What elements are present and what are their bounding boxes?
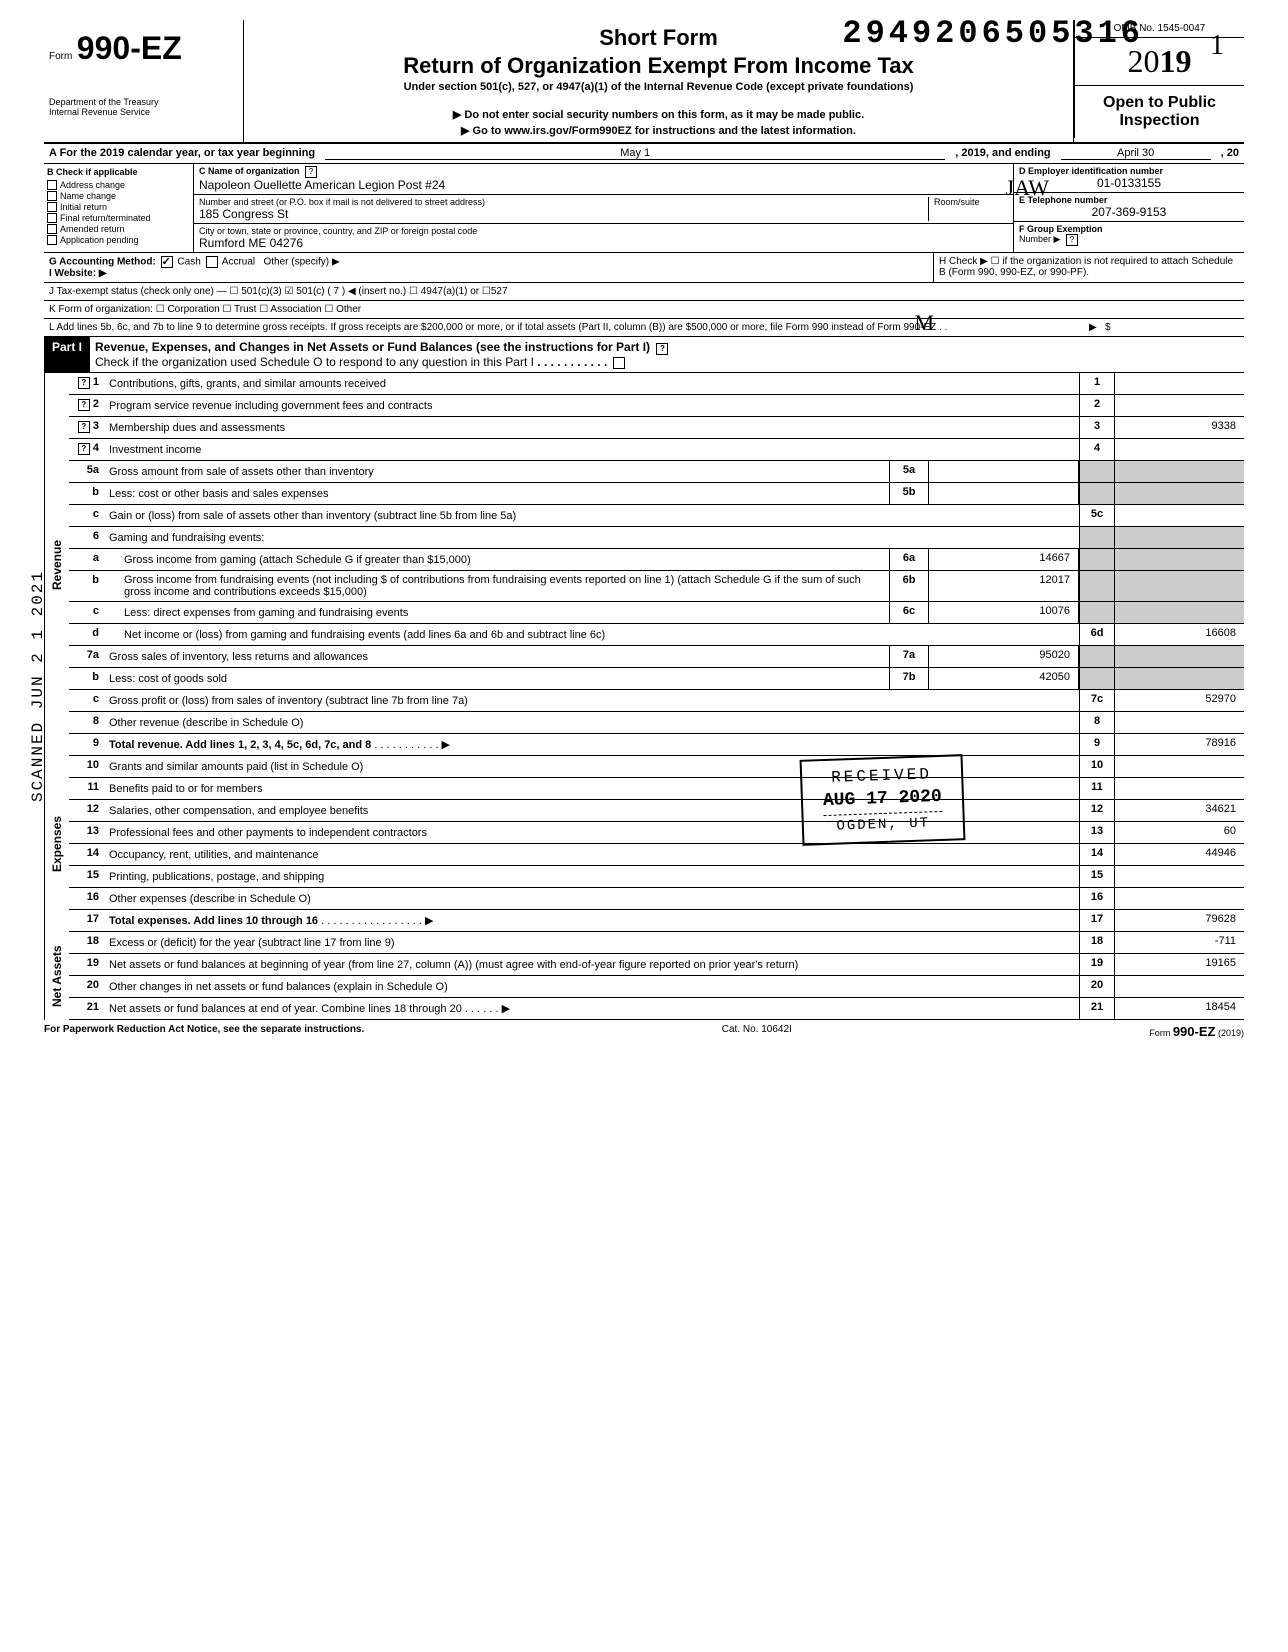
row-h: H Check ▶ ☐ if the organization is not r… [934, 253, 1244, 282]
expenses-section: Expenses 10Grants and similar amounts pa… [44, 756, 1244, 932]
chk-cash[interactable] [161, 256, 173, 268]
line-21-val: 18454 [1114, 998, 1244, 1019]
help-icon[interactable]: ? [305, 166, 317, 178]
chk-app-pending[interactable] [47, 235, 57, 245]
line-11-val [1114, 778, 1244, 799]
line-16-val [1114, 888, 1244, 909]
line-13-val: 60 [1114, 822, 1244, 843]
line-9-val: 78916 [1114, 734, 1244, 755]
return-title: Return of Organization Exempt From Incom… [254, 53, 1063, 79]
revenue-section: Revenue ? 1Contributions, gifts, grants,… [44, 373, 1244, 756]
irs-link: Go to www.irs.gov/Form990EZ for instruct… [254, 124, 1063, 137]
line-18-val: -711 [1114, 932, 1244, 953]
page-footer: For Paperwork Reduction Act Notice, see … [44, 1020, 1244, 1043]
street-address: 185 Congress St [199, 207, 928, 221]
line-5a-val [929, 461, 1079, 482]
org-name: Napoleon Ouellette American Legion Post … [199, 178, 1008, 192]
line-10-val [1114, 756, 1244, 777]
row-k: K Form of organization: ☐ Corporation ☐ … [44, 301, 1244, 319]
line-7a-val: 95020 [929, 646, 1079, 667]
ssn-warning: Do not enter social security numbers on … [254, 108, 1063, 121]
net-assets-label: Net Assets [44, 932, 69, 1020]
chk-name-change[interactable] [47, 191, 57, 201]
section-bcd: B Check if applicable Address change Nam… [44, 164, 1244, 253]
line-6d-val: 16608 [1114, 624, 1244, 645]
open-public: Open to Public Inspection [1074, 85, 1244, 138]
page-number: 1 [1210, 30, 1224, 62]
row-g-h: G Accounting Method: Cash Accrual Other … [44, 253, 1244, 283]
form-prefix: Form [49, 51, 72, 62]
initial-mark: JAW [1006, 175, 1049, 201]
initial-mark-2: M [914, 310, 934, 336]
line-6a-val: 14667 [929, 549, 1079, 570]
form-number: 990-EZ [77, 30, 182, 66]
chk-address-change[interactable] [47, 180, 57, 190]
ein: 01-0133155 [1019, 176, 1239, 190]
row-l: L Add lines 5b, 6c, and 7b to line 9 to … [44, 319, 1244, 337]
chk-final-return[interactable] [47, 213, 57, 223]
line-4-val [1114, 439, 1244, 460]
line-2-val [1114, 395, 1244, 416]
line-6c-val: 10076 [929, 602, 1079, 623]
row-a-tax-year: A For the 2019 calendar year, or tax yea… [44, 144, 1244, 164]
row-j: J Tax-exempt status (check only one) — ☐… [44, 283, 1244, 301]
chk-accrual[interactable] [206, 256, 218, 268]
received-stamp: RECEIVED AUG 17 2020 OGDEN, UT [800, 754, 966, 846]
line-7c-val: 52970 [1114, 690, 1244, 711]
line-15-val [1114, 866, 1244, 887]
line-14-val: 44946 [1114, 844, 1244, 865]
city-state-zip: Rumford ME 04276 [199, 236, 1008, 250]
subtitle: Under section 501(c), 527, or 4947(a)(1)… [254, 81, 1063, 93]
line-6b-val: 12017 [929, 571, 1079, 601]
stamp-number: 2949206505316 [842, 15, 1144, 52]
line-19-val: 19165 [1114, 954, 1244, 975]
line-3-val: 9338 [1114, 417, 1244, 438]
col-c-org-info: C Name of organization ? Napoleon Ouelle… [194, 164, 1014, 252]
col-b-checkboxes: B Check if applicable Address change Nam… [44, 164, 194, 252]
dept-treasury: Department of the Treasury [49, 97, 238, 107]
line-12-val: 34621 [1114, 800, 1244, 821]
line-5c-val [1114, 505, 1244, 526]
line-20-val [1114, 976, 1244, 997]
revenue-label: Revenue [44, 373, 69, 756]
line-17-val: 79628 [1114, 910, 1244, 931]
phone: 207-369-9153 [1019, 205, 1239, 219]
expenses-label: Expenses [44, 756, 69, 932]
chk-schedule-o[interactable] [613, 357, 625, 369]
dept-irs: Internal Revenue Service [49, 107, 238, 117]
line-7b-val: 42050 [929, 668, 1079, 689]
help-icon[interactable]: ? [656, 343, 668, 355]
help-icon[interactable]: ? [1066, 234, 1078, 246]
part-1-header: Part I Revenue, Expenses, and Changes in… [44, 337, 1244, 373]
line-5b-val [929, 483, 1079, 504]
chk-initial-return[interactable] [47, 202, 57, 212]
line-8-val [1114, 712, 1244, 733]
chk-amended[interactable] [47, 224, 57, 234]
net-assets-section: Net Assets 18Excess or (deficit) for the… [44, 932, 1244, 1020]
line-1-val [1114, 373, 1244, 394]
